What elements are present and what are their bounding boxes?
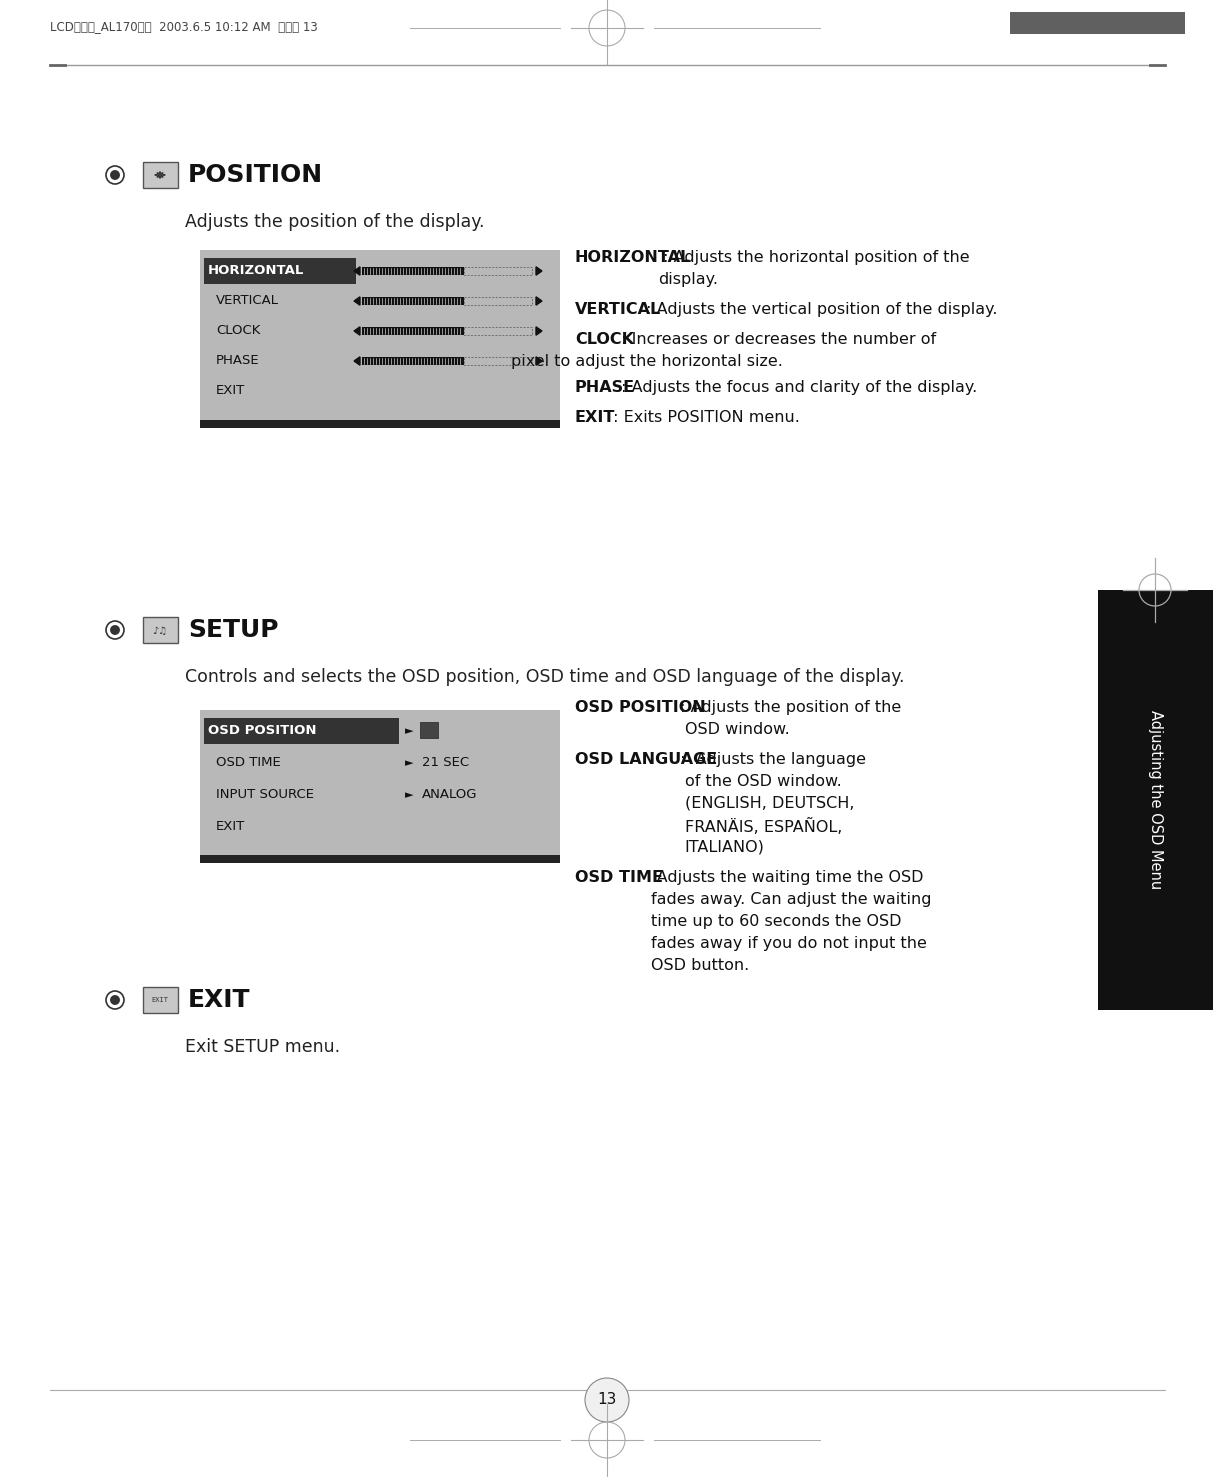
Text: FRANÄIS, ESPAÑOL,: FRANÄIS, ESPAÑOL, (684, 818, 842, 834)
Text: 13: 13 (598, 1393, 617, 1408)
Text: pixel to adjust the horizontal size.: pixel to adjust the horizontal size. (510, 354, 782, 369)
Text: 21 SEC: 21 SEC (422, 756, 469, 769)
Text: OSD LANGUAGE: OSD LANGUAGE (575, 751, 717, 768)
Circle shape (111, 625, 120, 634)
Bar (1098, 590, 1213, 1011)
Polygon shape (536, 328, 542, 335)
Text: OSD POSITION: OSD POSITION (575, 700, 706, 714)
Text: POSITION: POSITION (188, 163, 323, 187)
Text: SETUP: SETUP (188, 618, 278, 642)
Polygon shape (536, 357, 542, 365)
Text: (ENGLISH, DEUTSCH,: (ENGLISH, DEUTSCH, (684, 796, 854, 811)
Bar (420, 722, 437, 738)
Text: VERTICAL: VERTICAL (216, 295, 279, 307)
Text: : Adjusts the vertical position of the display.: : Adjusts the vertical position of the d… (642, 302, 998, 317)
Text: CLOCK: CLOCK (216, 325, 260, 338)
Text: ♪♫: ♪♫ (153, 625, 168, 636)
Text: of the OSD window.: of the OSD window. (684, 774, 841, 788)
Text: : Increases or decreases the number of: : Increases or decreases the number of (616, 332, 937, 347)
Bar (200, 419, 560, 428)
Circle shape (111, 170, 120, 179)
Text: : Adjusts the focus and clarity of the display.: : Adjusts the focus and clarity of the d… (616, 379, 978, 396)
Text: display.: display. (659, 273, 718, 288)
Bar (200, 855, 560, 863)
Text: :  Adjusts the language: : Adjusts the language (674, 751, 865, 768)
Text: OSD POSITION: OSD POSITION (208, 725, 316, 738)
Text: : Adjusts the horizontal position of the: : Adjusts the horizontal position of the (659, 250, 970, 265)
Text: OSD window.: OSD window. (684, 722, 790, 737)
Text: fades away if you do not input the: fades away if you do not input the (651, 937, 927, 951)
Bar (142, 987, 177, 1014)
Text: ►: ► (405, 757, 413, 768)
Bar (142, 162, 177, 188)
Polygon shape (354, 296, 360, 305)
Text: PHASE: PHASE (575, 379, 635, 396)
Bar (464, 328, 532, 335)
Bar (362, 328, 464, 335)
Text: LCD모니터_AL170영문  2003.6.5 10:12 AM  페이지 13: LCD모니터_AL170영문 2003.6.5 10:12 AM 페이지 13 (50, 19, 318, 33)
Polygon shape (354, 328, 360, 335)
Bar (200, 710, 560, 855)
Bar (1010, 12, 1185, 34)
Polygon shape (354, 267, 360, 276)
Bar (142, 617, 177, 643)
Text: ►: ► (405, 790, 413, 800)
Text: EXIT: EXIT (152, 997, 169, 1003)
Text: INPUT SOURCE: INPUT SOURCE (216, 788, 313, 802)
Text: ►: ► (405, 726, 413, 737)
Text: fades away. Can adjust the waiting: fades away. Can adjust the waiting (651, 892, 932, 907)
Text: PHASE: PHASE (216, 354, 260, 368)
Polygon shape (536, 296, 542, 305)
Text: Adjusting the OSD Menu: Adjusting the OSD Menu (1147, 710, 1163, 889)
Text: : Adjusts the position of the: : Adjusts the position of the (674, 700, 900, 714)
Text: EXIT: EXIT (216, 821, 245, 833)
Bar (464, 267, 532, 276)
Text: EXIT: EXIT (575, 411, 615, 425)
Text: EXIT: EXIT (216, 384, 245, 397)
Text: OSD button.: OSD button. (651, 957, 750, 974)
Text: Exit SETUP menu.: Exit SETUP menu. (185, 1037, 340, 1057)
Text: : Exits POSITION menu.: : Exits POSITION menu. (609, 411, 799, 425)
Bar (200, 250, 560, 419)
Bar (362, 357, 464, 365)
Bar (464, 357, 532, 365)
Text: VERTICAL: VERTICAL (575, 302, 661, 317)
Text: time up to 60 seconds the OSD: time up to 60 seconds the OSD (651, 914, 902, 929)
Text: Controls and selects the OSD position, OSD time and OSD language of the display.: Controls and selects the OSD position, O… (185, 668, 904, 686)
Bar (362, 296, 464, 305)
Bar (464, 296, 532, 305)
Text: ITALIANO): ITALIANO) (684, 840, 764, 855)
Text: EXIT: EXIT (188, 988, 250, 1012)
Circle shape (584, 1378, 629, 1423)
Bar (204, 258, 356, 285)
Polygon shape (354, 357, 360, 365)
Text: ANALOG: ANALOG (422, 788, 477, 802)
Text: HORIZONTAL: HORIZONTAL (208, 264, 305, 277)
Text: HORIZONTAL: HORIZONTAL (575, 250, 691, 265)
Circle shape (111, 994, 120, 1005)
Text: OSD TIME: OSD TIME (575, 870, 663, 885)
Bar (362, 267, 464, 276)
Bar (204, 717, 399, 744)
Text: : Adjusts the waiting time the OSD: : Adjusts the waiting time the OSD (642, 870, 923, 885)
Text: CLOCK: CLOCK (575, 332, 634, 347)
Polygon shape (536, 267, 542, 276)
Text: Adjusts the position of the display.: Adjusts the position of the display. (185, 213, 485, 231)
Text: OSD TIME: OSD TIME (216, 756, 281, 769)
